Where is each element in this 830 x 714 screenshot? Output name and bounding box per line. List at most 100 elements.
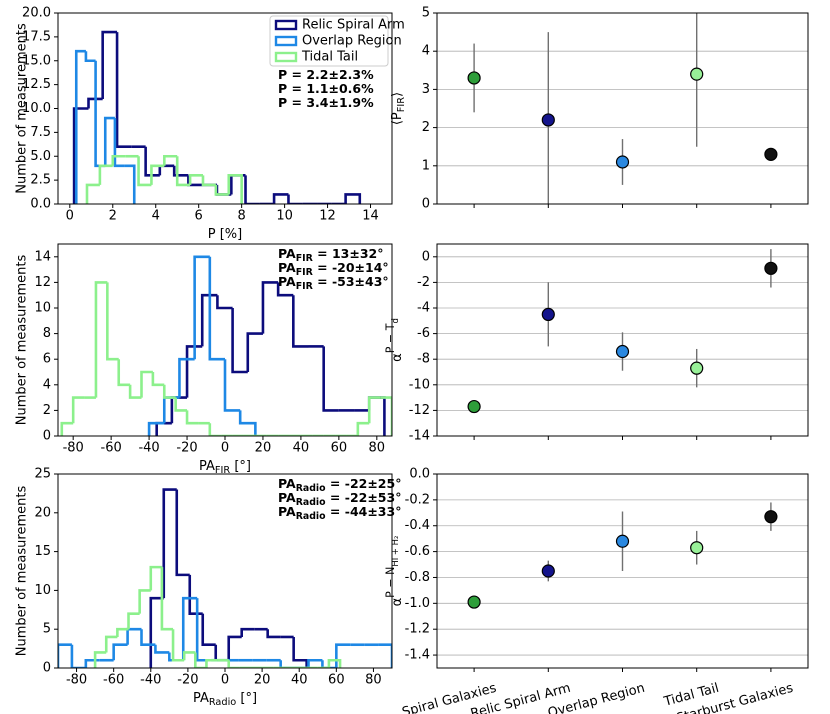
data-point — [541, 564, 555, 578]
annotation: PAFIR = -53±43° — [278, 274, 389, 292]
y-tick-label: 0.0 — [30, 197, 51, 212]
histogram-step — [128, 384, 142, 399]
histogram-step — [231, 308, 248, 374]
histogram-step — [140, 629, 156, 647]
x-tick-label: 80 — [369, 441, 386, 456]
histogram-step — [60, 421, 74, 436]
y-tick-label: -4 — [417, 301, 430, 316]
data-point — [690, 67, 704, 81]
y-tick-label: 12.5 — [22, 77, 51, 92]
x-tick-label: 80 — [365, 673, 382, 688]
y-tick-label: -0.6 — [405, 544, 430, 559]
y-tick-label: 12 — [34, 275, 51, 290]
histogram-step — [93, 651, 107, 668]
data-point — [615, 534, 630, 548]
histogram-step — [200, 293, 218, 347]
x-tick-label: -20 — [176, 441, 197, 456]
annotation-part: = -53±43° — [313, 274, 389, 289]
histogram-step — [292, 636, 308, 668]
histogram-step — [272, 193, 289, 204]
legend-box — [269, 15, 389, 67]
histogram-step — [279, 660, 295, 668]
annotation-part: Radio — [296, 483, 326, 494]
y-tick-label: 0.0 — [409, 467, 430, 482]
annotation-part: FIR — [296, 253, 314, 264]
legend-label: Relic Spiral Arm — [302, 18, 405, 33]
data-point — [764, 510, 778, 524]
x-tick-label: 40 — [293, 441, 310, 456]
histogram-step — [162, 384, 176, 399]
histogram-step — [185, 410, 199, 425]
x-tick-label: -40 — [138, 441, 159, 456]
histogram-step — [116, 627, 129, 637]
y-axis-label-part: P − N — [384, 567, 397, 598]
x-tick-label: -20 — [177, 673, 198, 688]
legend-swatch — [274, 35, 298, 47]
y-tick-label: -1.0 — [405, 596, 430, 611]
legend-swatch — [274, 19, 298, 31]
y-tick-label: 10 — [34, 583, 51, 598]
histogram-step — [240, 627, 255, 637]
annotation-part: PA — [278, 490, 296, 505]
histogram-step — [201, 175, 216, 187]
annotation-part: PA — [278, 476, 296, 491]
annotation-part: PA — [278, 260, 296, 275]
y-tick-label: 6 — [43, 352, 51, 367]
y-tick-label: -10 — [409, 377, 430, 392]
histogram-step — [162, 488, 177, 599]
data-point — [467, 71, 481, 85]
x-tick-label: -60 — [103, 673, 124, 688]
y-axis-label-part: HI + H₂ — [390, 536, 400, 567]
x-tick-label: 14 — [362, 209, 379, 224]
y-tick-label: 10.0 — [22, 101, 51, 116]
y-axis-label-part: ⟩ — [390, 92, 405, 97]
x-axis-label: PARadio [°] — [193, 691, 257, 709]
y-axis-label-part: FIR — [396, 97, 407, 112]
axes-frame — [436, 473, 809, 669]
plot-area — [467, 13, 778, 204]
histogram-step — [185, 345, 203, 398]
y-axis-label-part: α — [390, 598, 405, 607]
x-axis-label-part: [°] — [230, 459, 251, 474]
y-tick-label: 20 — [34, 505, 51, 520]
histogram-step — [127, 612, 140, 630]
histogram-step — [149, 565, 162, 591]
x-axis-label-part: Radio — [209, 697, 236, 708]
y-tick-label: -8 — [417, 352, 430, 367]
annotation-part: = -22±53° — [326, 490, 402, 505]
histogram-step — [111, 154, 126, 166]
histogram-step — [227, 660, 240, 668]
histogram-step — [160, 567, 174, 631]
data-point — [541, 307, 555, 321]
annotation-part: = -22±25° — [326, 476, 402, 491]
histogram-step — [101, 30, 118, 99]
histogram-step — [171, 629, 185, 662]
histogram-step — [151, 372, 165, 387]
histogram-step — [144, 146, 160, 177]
y-tick-label: 4 — [422, 44, 430, 59]
x-tick-label: -60 — [101, 441, 122, 456]
legend-label: Tidal Tail — [301, 50, 358, 65]
histogram-step — [112, 643, 128, 661]
histogram-step — [181, 596, 198, 661]
histogram-step — [124, 164, 136, 204]
histogram-step — [154, 644, 170, 654]
histogram-step — [266, 629, 281, 639]
annotation: PAFIR = 13±32° — [278, 246, 384, 264]
histogram-step — [58, 643, 72, 668]
histogram-step — [287, 194, 303, 204]
y-tick-label: -0.8 — [405, 570, 430, 585]
x-tick-label: 4 — [152, 209, 160, 224]
histogram-step — [195, 598, 212, 662]
annotation: P = 1.1±0.6% — [278, 81, 374, 96]
histogram-step — [223, 359, 241, 412]
x-axis-label: PAFIR [°] — [199, 459, 251, 477]
x-tick-label: -80 — [63, 441, 84, 456]
plot-area — [467, 249, 778, 414]
y-tick-label: 0 — [43, 661, 51, 676]
y-tick-label: -2 — [417, 275, 430, 290]
x-axis-label: P [%] — [208, 227, 242, 242]
y-axis-label-part: ⟨P — [390, 112, 405, 125]
x-tick-label: 0 — [221, 673, 229, 688]
y-tick-label: 1 — [422, 158, 430, 173]
